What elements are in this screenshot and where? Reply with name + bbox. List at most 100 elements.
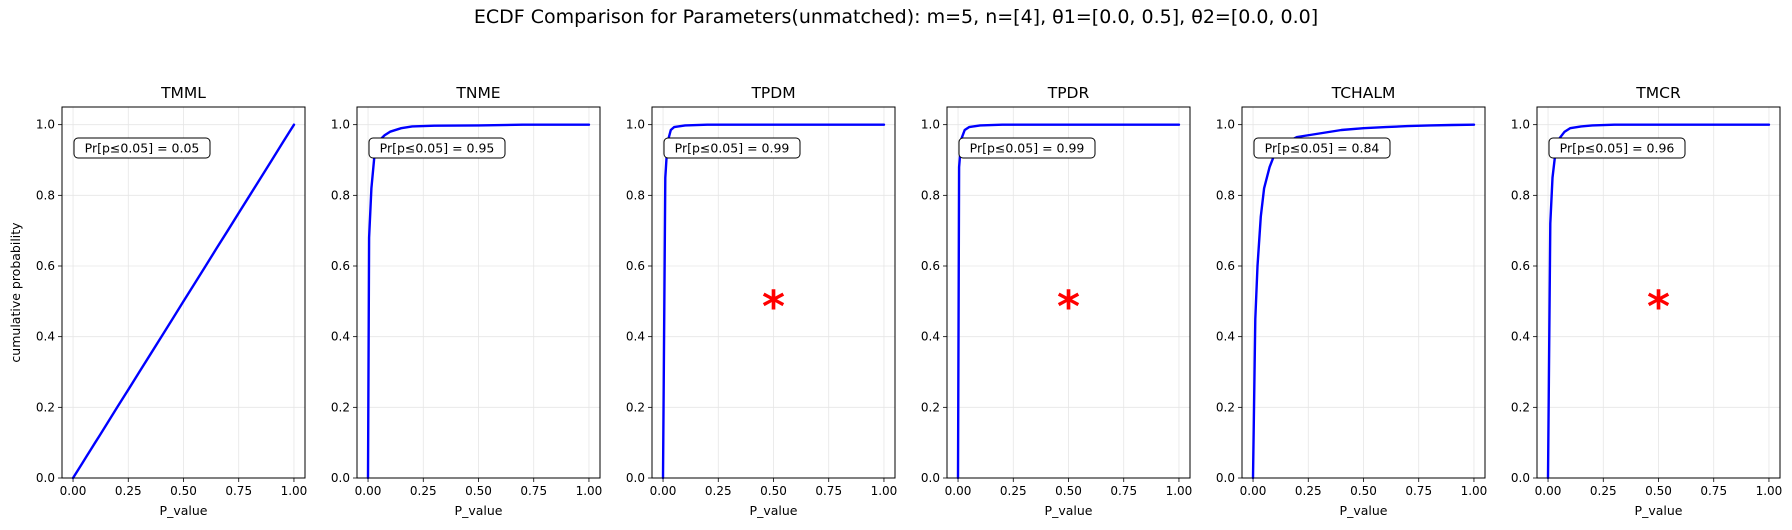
star-marker: *	[1647, 281, 1670, 332]
x-tick-label: 0.25	[705, 484, 732, 498]
axes-frame	[651, 106, 896, 479]
x-tick-label: 0.00	[945, 484, 972, 498]
x-axis-label: P_value	[1340, 503, 1388, 518]
x-tick-label: 0.75	[225, 484, 252, 498]
annotation-box	[958, 137, 1096, 159]
subplot-title: TPDM	[750, 84, 795, 102]
y-axis-label: cumulative probability	[8, 222, 23, 363]
y-tick-label: 0.2	[36, 400, 55, 414]
subplot-title: TPDR	[1047, 84, 1090, 102]
annotation-box	[73, 137, 211, 159]
y-tick-label: 0.8	[36, 188, 55, 202]
x-tick-label: 1.00	[576, 484, 603, 498]
y-tick-label: 1.0	[36, 118, 55, 132]
y-tick-label: 0.0	[36, 471, 55, 485]
figure-title: ECDF Comparison for Parameters(unmatched…	[473, 6, 1319, 28]
x-tick-label: 0.00	[60, 484, 87, 498]
x-tick-label: 1.00	[281, 484, 308, 498]
annotation-box	[1548, 137, 1686, 159]
annotation-box	[1253, 137, 1391, 159]
y-tick-label: 0.6	[626, 259, 645, 273]
y-tick-label: 1.0	[1511, 118, 1530, 132]
y-tick-label: 0.4	[626, 330, 645, 344]
subplot-tpdm: 0.00 0.25 0.50 0.75 1.00 0.0 0.2 0.4 0.6 0.8 1.0 * P…	[626, 84, 897, 518]
y-tick-label: 0.4	[1511, 330, 1530, 344]
y-tick-label: 0.6	[1511, 259, 1530, 273]
x-tick-label: 0.50	[760, 484, 787, 498]
annotation-text: Pr[p≤0.05] = 0.05	[85, 141, 200, 156]
annotation-text: Pr[p≤0.05] = 0.84	[1265, 141, 1380, 156]
x-tick-label: 0.75	[815, 484, 842, 498]
subplot-tmml: 0.00 0.25 0.50 0.75 1.00 0.0 0.2 0.4 0.6 0.8 1.0 Pr…	[8, 84, 307, 518]
ecdf-line	[366, 123, 591, 480]
annotation-box	[368, 137, 506, 159]
annotation-text: Pr[p≤0.05] = 0.99	[970, 141, 1085, 156]
x-tick-label: 1.00	[1461, 484, 1488, 498]
x-tick-label: 0.50	[1350, 484, 1377, 498]
annotation-text: Pr[p≤0.05] = 0.96	[1560, 141, 1675, 156]
axes-frame	[1241, 106, 1486, 479]
axes-frame	[1536, 106, 1781, 479]
subplot-tchalm: 0.00 0.25 0.50 0.75 1.00 0.0 0.2 0.4 0.6 0.8 1.0 Pr…	[1216, 84, 1487, 518]
subplot-tnme: 0.00 0.25 0.50 0.75 1.00 0.0 0.2 0.4 0.6 0.8 1.0 Pr…	[331, 84, 602, 518]
x-tick-label: 0.25	[1000, 484, 1027, 498]
y-tick-label: 0.0	[331, 471, 350, 485]
y-tick-label: 1.0	[921, 118, 940, 132]
y-tick-label: 0.4	[921, 330, 940, 344]
ecdf-line	[956, 123, 1181, 480]
subplot-tmcr: 0.00 0.25 0.50 0.75 1.00 0.0 0.2 0.4 0.6 0.8 1.0 * P…	[1511, 84, 1782, 518]
x-tick-label: 0.00	[1240, 484, 1267, 498]
x-tick-label: 0.75	[1110, 484, 1137, 498]
y-tick-label: 0.8	[331, 188, 350, 202]
subplot-title: TMCR	[1635, 84, 1681, 102]
y-tick-label: 0.8	[921, 188, 940, 202]
y-tick-label: 1.0	[1216, 118, 1235, 132]
annotation-box	[663, 137, 801, 159]
y-tick-label: 0.6	[921, 259, 940, 273]
y-tick-label: 0.0	[1216, 471, 1235, 485]
annotation-text: Pr[p≤0.05] = 0.99	[675, 141, 790, 156]
axes-frame	[356, 106, 601, 479]
x-axis-label: P_value	[1635, 503, 1683, 518]
y-tick-label: 0.2	[1216, 400, 1235, 414]
axes-frame	[946, 106, 1191, 479]
star-marker: *	[762, 281, 785, 332]
x-tick-label: 0.25	[1295, 484, 1322, 498]
y-tick-label: 0.8	[626, 188, 645, 202]
x-tick-label: 0.00	[1535, 484, 1562, 498]
y-tick-label: 1.0	[626, 118, 645, 132]
x-tick-label: 0.50	[1645, 484, 1672, 498]
subplot-tpdr: 0.00 0.25 0.50 0.75 1.00 0.0 0.2 0.4 0.6 0.8 1.0 * P…	[921, 84, 1192, 518]
y-tick-label: 0.0	[626, 471, 645, 485]
x-tick-label: 0.25	[1590, 484, 1617, 498]
x-tick-label: 1.00	[1756, 484, 1783, 498]
y-tick-label: 0.4	[331, 330, 350, 344]
x-tick-label: 0.50	[465, 484, 492, 498]
y-tick-label: 0.4	[36, 330, 55, 344]
x-tick-label: 0.75	[1405, 484, 1432, 498]
y-tick-label: 0.4	[1216, 330, 1235, 344]
x-tick-label: 0.50	[1055, 484, 1082, 498]
x-tick-label: 1.00	[1166, 484, 1193, 498]
y-tick-label: 0.6	[331, 259, 350, 273]
x-tick-label: 0.25	[115, 484, 142, 498]
subplot-title: TNME	[455, 84, 500, 102]
y-tick-label: 0.2	[1511, 400, 1530, 414]
ecdf-line	[1251, 123, 1476, 480]
y-tick-label: 0.0	[921, 471, 940, 485]
ecdf-line	[661, 123, 886, 480]
x-axis-label: P_value	[750, 503, 798, 518]
y-tick-label: 0.2	[921, 400, 940, 414]
y-tick-label: 0.8	[1216, 188, 1235, 202]
x-axis-label: P_value	[1045, 503, 1093, 518]
y-tick-label: 0.2	[331, 400, 350, 414]
x-tick-label: 0.00	[355, 484, 382, 498]
y-tick-label: 0.2	[626, 400, 645, 414]
annotation-text: Pr[p≤0.05] = 0.95	[380, 141, 495, 156]
x-tick-label: 0.75	[520, 484, 547, 498]
x-tick-label: 0.25	[410, 484, 437, 498]
star-marker: *	[1057, 281, 1080, 332]
ecdf-line	[1546, 123, 1771, 480]
x-tick-label: 1.00	[871, 484, 898, 498]
